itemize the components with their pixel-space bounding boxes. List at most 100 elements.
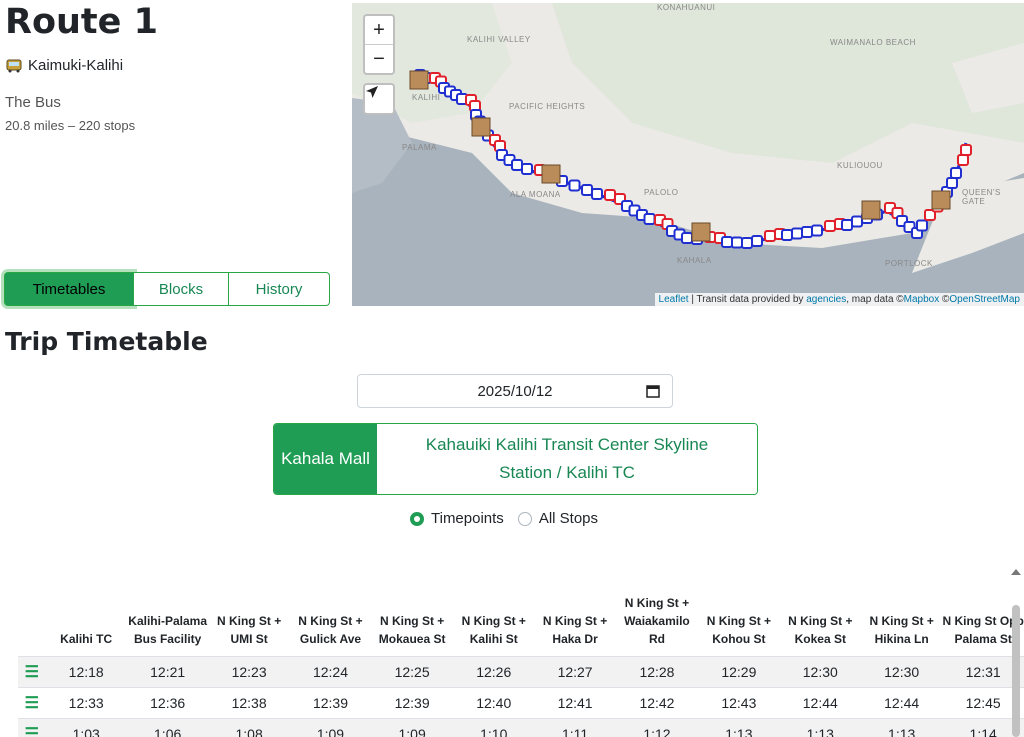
table-row: ☰ 12:33 12:36 12:38 12:39 12:39 12:40 12:41 12:4… (18, 687, 1024, 719)
time-cell: 12:38 (208, 687, 290, 719)
time-cell: 12:24 (289, 656, 372, 688)
timetable-table: Kalihi TC Kalihi-Palama Bus Facility N Kin… (18, 580, 1024, 737)
time-cell: 12:33 (45, 687, 127, 719)
calendar-icon[interactable] (646, 384, 660, 398)
table-row: ☰ 1:03 1:06 1:08 1:09 1:09 1:10 1:11 1:12 1:13 1:1… (18, 718, 1024, 737)
route-stats: 20.8 miles – 220 stops (5, 118, 136, 133)
locate-button[interactable] (363, 83, 395, 115)
route-title: Route 1 (5, 2, 158, 42)
column-header: N King St + Hikina Ln (869, 614, 934, 646)
time-cell: 1:13 (698, 718, 780, 737)
column-header: N King St + Gulick Ave (298, 614, 363, 646)
attrib-text-2: , map data © (846, 294, 904, 305)
zoom-out-button[interactable]: − (373, 47, 385, 70)
stop-marker (950, 167, 962, 179)
column-header: N King St + Waiakamilo Rd (624, 596, 690, 646)
time-cell: 12:28 (615, 656, 699, 688)
attrib-text-1: | Transit data provided by (688, 294, 807, 305)
time-cell: 12:42 (615, 687, 699, 719)
hamburger-icon[interactable]: ☰ (24, 695, 39, 712)
tab-history[interactable]: History (229, 272, 330, 306)
time-cell: 12:43 (698, 687, 780, 719)
location-arrow-icon (366, 86, 378, 98)
time-cell: 12:23 (208, 656, 290, 688)
column-header: N King St + Haka Dr (542, 614, 608, 646)
map-label-konahuanui: KONAHUANUI (657, 3, 716, 12)
map-label-ala-moana: ALA MOANA (510, 190, 561, 199)
time-cell: 1:08 (208, 718, 290, 737)
time-cell: 12:27 (534, 656, 616, 688)
map-label-kalihi: KALIHI (412, 93, 441, 102)
radio-all-stops[interactable]: All Stops (517, 510, 599, 527)
bus-vehicle-marker (931, 190, 951, 210)
time-cell: 1:09 (371, 718, 454, 737)
time-cell: 12:26 (453, 656, 535, 688)
map-label-kalihi-valley: KALIHI VALLEY (467, 35, 531, 44)
leaflet-link[interactable]: Leaflet (658, 294, 689, 305)
table-header-row: Kalihi TC Kalihi-Palama Bus Facility N Kin… (18, 580, 1024, 657)
row-menu-cell[interactable]: ☰ (18, 656, 46, 688)
map-label-pacific-heights: PACIFIC HEIGHTS (509, 102, 586, 111)
map-label-queens-gate: QUEEN'S GATE (962, 188, 1001, 206)
time-cell: 12:39 (289, 687, 372, 719)
bus-vehicle-marker (691, 222, 711, 242)
row-menu-cell[interactable]: ☰ (18, 718, 46, 737)
tab-timetables[interactable]: Timetables (4, 272, 134, 306)
timetable-table-container: Kalihi TC Kalihi-Palama Bus Facility N Kin… (18, 580, 1024, 737)
osm-link[interactable]: OpenStreetMap (949, 294, 1020, 305)
menu-column-header (18, 580, 46, 657)
stop-marker (764, 230, 776, 242)
time-cell: 12:21 (126, 656, 209, 688)
stop-marker (751, 235, 763, 247)
time-cell: 12:31 (942, 656, 1024, 688)
time-cell: 1:13 (779, 718, 861, 737)
route-map[interactable]: KONAHUANUI KALIHI VALLEY WAIMANALO BEACH… (352, 3, 1024, 306)
map-label-portlock: PORTLOCK (885, 259, 933, 268)
bus-vehicle-marker (409, 70, 429, 90)
stop-marker (957, 154, 969, 166)
route-name-label: Kaimuki-Kalihi (28, 57, 124, 74)
time-cell: 12:30 (779, 656, 861, 688)
stop-marker (604, 189, 616, 201)
time-cell: 12:30 (860, 656, 943, 688)
direction-kahala-mall-button[interactable]: Kahala Mall (274, 424, 377, 494)
column-header: N King St Opp Palama St (942, 614, 1024, 646)
bus-vehicle-marker (861, 200, 881, 220)
time-cell: 1:13 (860, 718, 943, 737)
stop-marker (643, 213, 656, 225)
time-cell: 1:14 (942, 718, 1024, 737)
bus-vehicle-marker (471, 117, 491, 137)
zoom-in-button[interactable]: + (365, 16, 393, 45)
time-cell: 1:03 (45, 718, 127, 737)
stop-marker (681, 232, 693, 244)
radio-timepoints[interactable]: Timepoints (410, 510, 504, 527)
table-scrollbar[interactable] (1012, 605, 1020, 737)
date-input[interactable]: 2025/10/12 (357, 374, 673, 408)
time-cell: 12:41 (534, 687, 616, 719)
hamburger-icon[interactable]: ☰ (24, 664, 39, 681)
column-header: N King St + UMI St (216, 614, 282, 646)
time-cell: 12:39 (371, 687, 454, 719)
zoom-control: + − (363, 14, 395, 75)
row-menu-cell[interactable]: ☰ (18, 687, 46, 719)
time-cell: 1:10 (453, 718, 535, 737)
radio-timepoints-label: Timepoints (431, 510, 504, 527)
stop-marker (946, 177, 958, 189)
direction-kalihi-tc-button[interactable]: Kahauiki Kalihi Transit Center Skyline S… (377, 424, 757, 494)
time-cell: 12:18 (45, 656, 127, 688)
time-cell: 1:06 (126, 718, 209, 737)
hamburger-icon[interactable]: ☰ (24, 726, 39, 737)
stop-marker (581, 184, 593, 196)
stop-marker (591, 188, 603, 200)
tab-blocks[interactable]: Blocks (134, 272, 229, 306)
stop-marker (781, 229, 793, 241)
time-cell: 1:09 (289, 718, 372, 737)
mapbox-link[interactable]: Mapbox (903, 294, 940, 305)
view-tabs: Timetables Blocks History (4, 272, 330, 306)
map-label-waimanalo: WAIMANALO BEACH (830, 38, 916, 47)
table-row: ☰ 12:18 12:21 12:23 12:24 12:25 12:26 12:27 12:2… (18, 656, 1024, 688)
radio-all-stops-label: All Stops (538, 510, 599, 527)
map-label-palama: PALAMA (402, 143, 437, 152)
agencies-link[interactable]: agencies (806, 294, 847, 305)
scroll-up-arrow-icon[interactable] (1011, 569, 1021, 575)
